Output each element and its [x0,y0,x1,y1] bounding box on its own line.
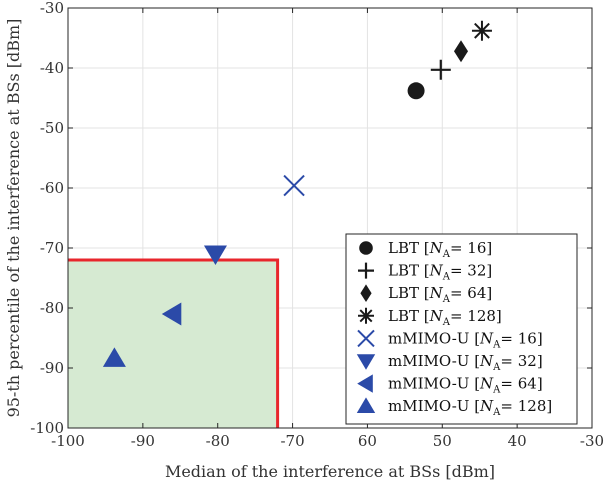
x-tick-label: 60 [358,432,377,450]
y-tick-label: -30 [40,0,64,17]
y-tick-label: -50 [40,119,64,137]
legend-box [345,233,578,425]
legend-marker-triangle-down [356,354,376,370]
legend-entry: LBT [NA= 128] [388,307,502,328]
y-tick-label: -60 [40,179,64,197]
x-tick-label: -70 [280,432,304,450]
legend-marker-triangle-left [357,374,373,393]
y-tick-label: -80 [40,299,64,317]
x-tick-label: -30 [580,432,604,450]
shaded-region [68,260,278,428]
data-point-circle [407,82,425,100]
plot-frame [67,7,593,429]
legend-entry: mMIMO-U [NA= 128] [388,397,552,418]
x-axis-label: Median of the interference at BSs [dBm] [165,462,495,481]
x-axis-ticks: -100 -90 -80 -70 60 50 40 -30 [51,8,604,450]
legend-marker-circle [359,241,373,255]
legend-entry: mMIMO-U [NA= 16] [388,329,543,350]
legend-marker-triangle-up [356,397,376,413]
data-point-x [283,174,305,197]
x-tick-label: -80 [206,432,230,450]
data-point-triangle-left [161,302,182,326]
y-tick-label: -70 [40,239,64,257]
x-tick-label: -90 [131,432,155,450]
legend: LBT [NA= 16]LBT [NA= 32]LBT [NA= 64]LBT … [345,233,578,425]
data-point-diamond [454,40,468,63]
y-tick-label: -40 [40,59,64,77]
y-axis-label: 95-th percentile of the interference at … [4,19,23,418]
legend-marker-diamond [360,284,372,302]
x-tick-label: 50 [433,432,452,450]
x-tick-label: 40 [508,432,527,450]
region-border [68,258,280,428]
data-point-triangle-up [102,347,126,367]
legend-marker-x [357,329,375,348]
y-tick-label: -90 [40,359,64,377]
legend-entry: LBT [NA= 64] [388,284,492,305]
x-tick-label: -100 [51,432,85,450]
data-points [102,20,492,367]
legend-marker-asterisk [358,307,374,324]
y-tick-label: -100 [30,419,64,437]
legend-entry: LBT [NA= 16] [388,239,492,260]
legend-entry: LBT [NA= 32] [388,262,492,283]
data-point-plus [430,59,451,80]
data-point-asterisk [471,20,492,41]
legend-entry: mMIMO-U [NA= 32] [388,352,543,373]
legend-entry: mMIMO-U [NA= 64] [388,375,543,396]
data-point-triangle-down [203,245,227,265]
y-axis-ticks: -100 -90 -80 -70 -60 -50 -40 -30 [30,0,592,437]
legend-marker-plus [358,262,374,279]
